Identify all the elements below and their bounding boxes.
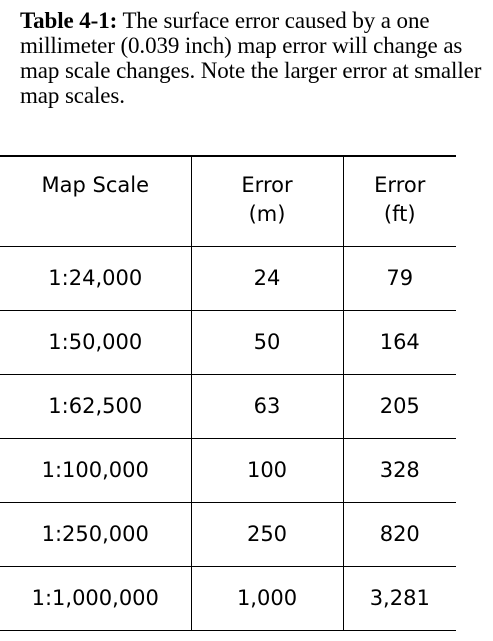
header-error-m-line2: (m) (248, 202, 286, 226)
header-row: Map Scale Error (m) Error (ft) (0, 156, 456, 247)
header-error-ft: Error (ft) (343, 156, 456, 247)
caption-label: Table 4-1: (20, 8, 118, 33)
cell-error-ft: 328 (343, 438, 456, 503)
header-error-ft-line2: (ft) (383, 202, 416, 226)
cell-error-ft: 820 (343, 502, 456, 567)
cell-map-scale: 1:100,000 (0, 438, 192, 503)
cell-error-m: 250 (191, 502, 344, 567)
cell-error-m: 50 (191, 310, 344, 375)
cell-map-scale: 1:24,000 (0, 246, 192, 311)
header-map-scale-line1: Map Scale (41, 173, 150, 197)
cell-map-scale: 1:62,500 (0, 374, 192, 439)
cell-error-ft: 164 (343, 310, 456, 375)
header-error-m: Error (m) (191, 156, 344, 247)
map-scale-error-table: Map Scale Error (m) Error (ft) 1:24,000 … (0, 155, 456, 631)
table-body: 1:24,000 24 79 1:50,000 50 164 1:62,500 … (0, 246, 456, 631)
cell-error-ft: 79 (343, 246, 456, 311)
cell-map-scale: 1:50,000 (0, 310, 192, 375)
table-row: 1:250,000 250 820 (0, 502, 456, 567)
table-row: 1:1,000,000 1,000 3,281 (0, 566, 456, 631)
cell-error-m: 63 (191, 374, 344, 439)
table-row: 1:50,000 50 164 (0, 310, 456, 375)
cell-error-ft: 3,281 (343, 566, 456, 631)
cell-error-ft: 205 (343, 374, 456, 439)
header-error-m-line1: Error (241, 173, 293, 197)
caption-text: The surface error caused by a one millim… (20, 8, 482, 108)
table-header: Map Scale Error (m) Error (ft) (0, 156, 456, 247)
cell-map-scale: 1:1,000,000 (0, 566, 192, 631)
header-map-scale: Map Scale (0, 156, 192, 247)
map-scale-error-table-container: Map Scale Error (m) Error (ft) 1:24,000 … (0, 155, 456, 631)
cell-map-scale: 1:250,000 (0, 502, 192, 567)
cell-error-m: 1,000 (191, 566, 344, 631)
table-row: 1:100,000 100 328 (0, 438, 456, 503)
cell-error-m: 24 (191, 246, 344, 311)
header-error-ft-line1: Error (374, 173, 426, 197)
table-row: 1:62,500 63 205 (0, 374, 456, 439)
table-caption: Table 4-1: The surface error caused by a… (20, 8, 486, 108)
cell-error-m: 100 (191, 438, 344, 503)
table-row: 1:24,000 24 79 (0, 246, 456, 311)
